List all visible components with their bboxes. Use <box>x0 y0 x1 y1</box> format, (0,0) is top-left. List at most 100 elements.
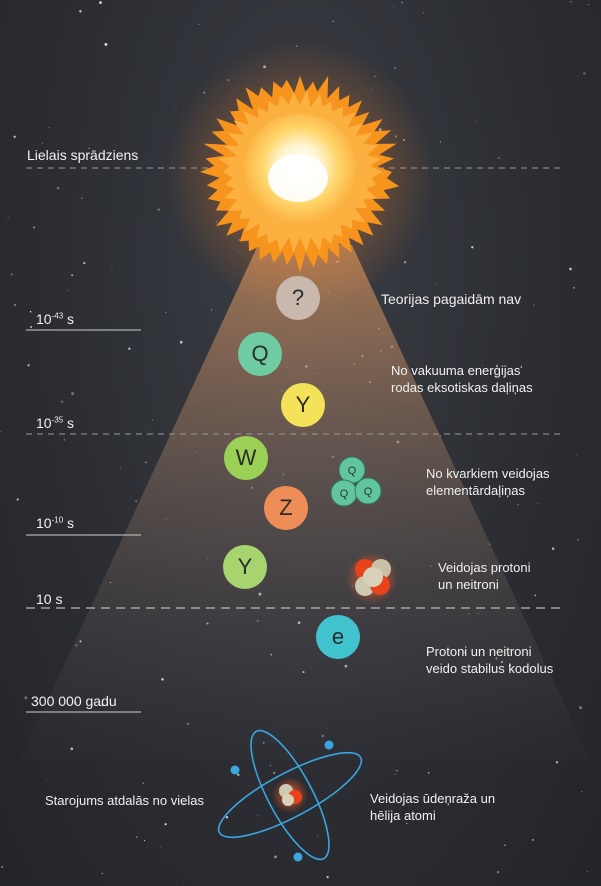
star <box>210 309 212 311</box>
star <box>555 761 559 764</box>
desc-no-theory: Teorijas pagaidām nav <box>381 291 522 307</box>
star <box>83 261 86 265</box>
desc-vacuum-line1: No vakuuma enerģijas <box>391 363 521 378</box>
time-label-big-bang: Lielais sprādziens <box>27 147 139 163</box>
star <box>37 314 40 316</box>
star <box>101 872 104 875</box>
star <box>520 366 523 368</box>
star <box>586 870 588 873</box>
star <box>179 340 183 344</box>
star <box>533 304 535 306</box>
star <box>225 816 229 819</box>
star <box>29 310 32 313</box>
desc-quarks-line2: elementārdaļiņas <box>426 483 526 498</box>
star <box>71 392 75 396</box>
star <box>13 135 16 138</box>
star <box>128 347 131 350</box>
desc-nuclei-line1: Protoni un neitroni <box>426 644 532 659</box>
star <box>583 72 586 75</box>
star <box>536 503 538 505</box>
star <box>41 142 43 144</box>
quark-3 <box>354 477 382 505</box>
star <box>471 246 474 249</box>
time-label-10-43: 10-43 s <box>36 311 75 327</box>
star <box>481 364 483 366</box>
star <box>33 226 36 229</box>
quark-cluster: Q Q Q <box>330 456 382 507</box>
star <box>504 844 506 847</box>
big-bang-sun <box>165 40 435 310</box>
star <box>474 120 476 122</box>
quark-1-label: Q <box>348 465 357 477</box>
star <box>427 771 430 774</box>
star <box>135 500 138 503</box>
star <box>326 876 329 879</box>
star <box>237 773 240 776</box>
star <box>24 696 28 700</box>
star <box>422 12 424 14</box>
star <box>10 273 13 276</box>
desc-quarks: No kvarkiem veidojas elementārdaļiņas <box>426 465 550 499</box>
atom-icon <box>217 729 363 862</box>
star <box>100 32 102 34</box>
star <box>394 66 397 69</box>
time-label-10-35: 10-35 s <box>36 415 75 431</box>
particle-y-2: Y <box>223 545 267 589</box>
star <box>551 547 555 550</box>
star <box>332 20 335 23</box>
star <box>517 503 519 506</box>
star <box>151 419 153 421</box>
quark-3-label: Q <box>364 486 373 498</box>
star <box>45 780 47 782</box>
star <box>67 290 69 292</box>
star <box>401 1 403 4</box>
star <box>439 141 441 143</box>
star <box>142 782 145 785</box>
star <box>182 803 185 806</box>
star <box>144 461 147 464</box>
star <box>570 0 572 3</box>
star <box>111 268 113 270</box>
desc-nuclei-line2: veido stabilus kodolus <box>426 661 554 676</box>
desc-protons-line1: Veidojas protoni <box>438 560 531 575</box>
time-label-10s: 10 s <box>36 591 63 607</box>
star <box>80 197 83 200</box>
star <box>48 126 50 128</box>
particle-w: W <box>224 436 268 480</box>
star <box>198 23 200 25</box>
star <box>406 822 408 825</box>
star <box>63 438 66 441</box>
star <box>269 764 272 767</box>
star <box>573 287 575 289</box>
star <box>159 846 161 848</box>
star <box>1 865 4 868</box>
particle-q: Q <box>238 332 282 376</box>
star <box>403 260 407 264</box>
particle-y-1: Y <box>281 383 325 427</box>
star <box>435 283 437 284</box>
star <box>165 311 167 314</box>
star <box>175 108 177 111</box>
star <box>56 186 60 190</box>
star <box>119 466 122 469</box>
star <box>576 455 578 457</box>
star <box>534 594 537 597</box>
time-label-10-10: 10-10 s <box>36 515 75 531</box>
nucleus-icon <box>346 552 398 604</box>
star <box>577 538 579 541</box>
desc-radiation: Starojums atdalās no vielas <box>45 793 204 808</box>
desc-protons: Veidojas protoni un neitroni <box>438 559 531 593</box>
star <box>498 157 500 159</box>
star <box>273 771 276 774</box>
star <box>135 836 138 838</box>
star <box>164 823 167 826</box>
star <box>257 815 259 817</box>
particle-e: e <box>316 615 360 659</box>
star <box>157 208 160 211</box>
star <box>579 706 583 710</box>
desc-atoms-line2: hēlija atomi <box>370 808 436 823</box>
star <box>13 303 16 306</box>
star <box>71 274 73 277</box>
star <box>392 6 394 8</box>
